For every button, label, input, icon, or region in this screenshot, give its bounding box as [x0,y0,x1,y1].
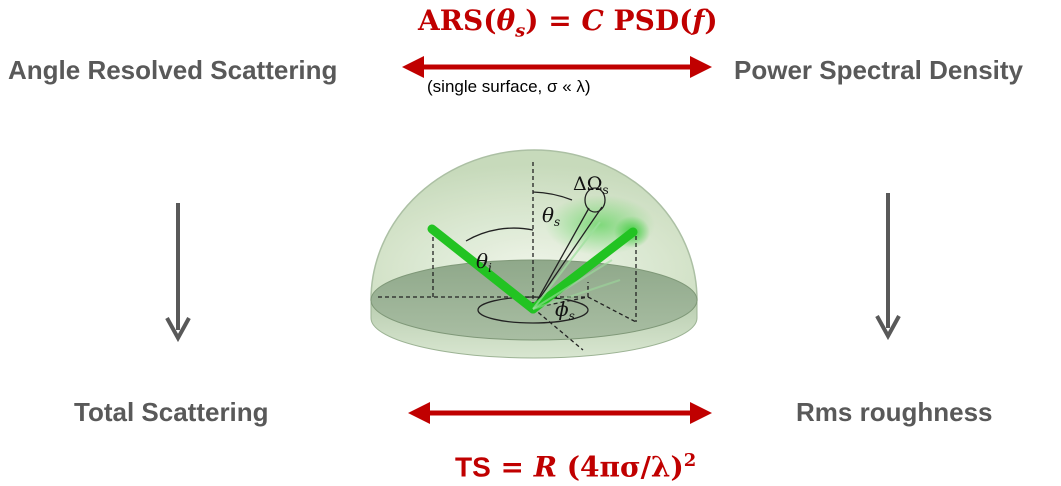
arrow-psd-to-rms [875,193,901,341]
angle-arcs [465,191,589,324]
single-surface-note: (single surface, σ « λ) [427,77,591,96]
phi-s-label: ϕs [555,297,575,323]
label-angle-resolved-scattering: Angle Resolved Scattering [8,55,338,85]
label-power-spectral-density: Power Spectral Density [734,55,1023,85]
arrow-ars-to-ts [165,203,191,343]
label-rms-roughness: Rms roughness [796,397,993,427]
ts-formula: TS = R (4πσ/λ)2 [455,450,697,484]
arrow-ars-psd [402,56,712,78]
theta-s-label: θs [542,203,560,229]
ars-psd-formula: ARS(θs) = C PSD(f) [418,4,718,42]
delta-omega-label: ΔΩs [573,173,609,197]
light-beams [427,221,638,314]
theta-i-label: θi [476,249,492,275]
solid-angle-rays [532,187,606,309]
label-total-scattering: Total Scattering [74,397,269,427]
arrow-ts-rms [408,402,712,424]
scattering-hemisphere [370,149,698,359]
